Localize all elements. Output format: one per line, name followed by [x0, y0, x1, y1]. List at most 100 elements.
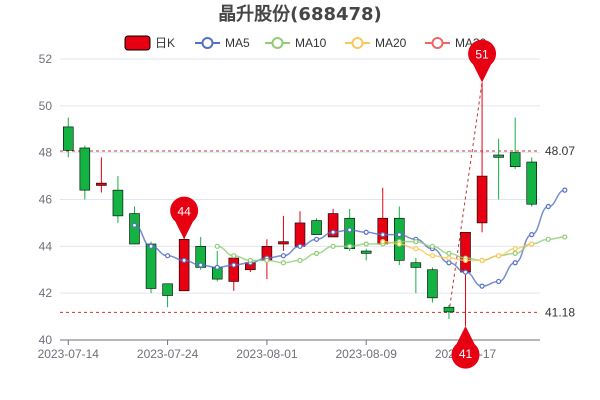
ma-point [231, 253, 237, 259]
ma-point [429, 253, 436, 259]
legend-marker [201, 37, 214, 49]
y-tick-label: 52 [39, 52, 53, 66]
candle-body [228, 257, 240, 282]
pin-max: 44 [170, 196, 199, 240]
ma-point [264, 257, 270, 263]
ma-point [396, 232, 402, 238]
ma-point [429, 243, 436, 249]
ma-point [148, 243, 154, 249]
ma-point [446, 250, 452, 256]
pin-shape [451, 325, 480, 369]
candle [526, 157, 537, 207]
pin-shape [170, 196, 199, 240]
candle-body [410, 262, 422, 268]
ma-point [380, 232, 386, 238]
ma-point [545, 236, 551, 242]
ma-point [413, 246, 419, 252]
candle [443, 304, 455, 319]
legend-swatch [124, 35, 151, 51]
ma-point [247, 257, 253, 263]
candle [278, 215, 289, 252]
legend-label: MA5 [225, 36, 250, 50]
ma-point [297, 257, 303, 263]
ma-point [330, 243, 336, 249]
candle [228, 255, 240, 291]
ma-point [297, 243, 303, 249]
candle-body [327, 213, 339, 238]
candle-body [278, 241, 289, 245]
pin-label: 44 [177, 204, 191, 218]
candle [360, 248, 372, 261]
ma-point [479, 257, 485, 263]
candle-body [443, 306, 455, 313]
markline-top-label: 48.07 [545, 144, 575, 158]
pin-max: 51 [468, 39, 497, 83]
ma-point [313, 250, 320, 256]
candle-body [311, 220, 322, 235]
ma-point [496, 278, 502, 285]
ma-point [446, 255, 452, 261]
ma-point [562, 234, 568, 240]
candle-body [145, 243, 157, 289]
ma-point [280, 253, 287, 259]
y-tick-label: 44 [39, 239, 53, 253]
legend[interactable]: 日K MA5 MA10 MA20 MA30 [124, 35, 487, 51]
candle-body [427, 269, 438, 299]
trend-line [448, 82, 483, 313]
ma-point [131, 222, 138, 228]
ma-point [214, 264, 220, 271]
x-tick-label: 2023-08-01 [236, 347, 298, 361]
ma-point [347, 227, 353, 233]
ma-point [347, 243, 353, 249]
ma-point [496, 253, 502, 259]
candle-body [112, 189, 124, 217]
ma-point [164, 253, 171, 259]
ma-point [330, 229, 336, 235]
legend-item-ma20[interactable]: MA20 [345, 36, 407, 50]
ma-point [512, 250, 518, 256]
ma-point [462, 269, 469, 275]
plot-area: 48.07 41.18 44 51 41 [60, 39, 575, 369]
candle [509, 117, 521, 170]
legend-item-ma5[interactable]: MA5 [195, 36, 250, 50]
candle [79, 145, 91, 200]
candle [311, 218, 322, 235]
candle [427, 267, 438, 303]
pin-label: 51 [475, 47, 489, 61]
ma-point [363, 229, 369, 235]
candle-body [178, 239, 190, 292]
candle [145, 241, 157, 294]
x-tick-label: 2023-07-14 [38, 347, 100, 361]
ma-point [512, 260, 518, 266]
ma-point [181, 257, 187, 263]
ma-point [231, 262, 237, 268]
y-tick-label: 42 [39, 286, 53, 300]
chart-title: 晶升股份(688478) [218, 3, 382, 25]
legend-item-ma10[interactable]: MA10 [265, 36, 327, 50]
candle [162, 283, 173, 308]
candle-body [96, 182, 107, 186]
legend-marker [271, 37, 284, 49]
y-tick-label: 46 [39, 193, 53, 207]
ma-line-ma20 [382, 240, 532, 262]
pin-label: 41 [459, 347, 473, 361]
y-tick-label: 40 [39, 333, 53, 347]
candle-body [162, 283, 173, 296]
candle [493, 138, 504, 200]
candle-body [63, 126, 74, 151]
ma-point [529, 232, 535, 238]
ma-point [545, 203, 551, 210]
y-tick-label: 50 [39, 99, 53, 113]
x-tick-label: 2023-08-09 [336, 347, 398, 361]
legend-marker [431, 37, 444, 49]
candle-body [509, 152, 521, 168]
ma-point [512, 246, 518, 252]
legend-item-日k[interactable]: 日K [124, 35, 175, 51]
candle-body [360, 250, 372, 254]
candle [112, 176, 124, 223]
ma-point [396, 241, 402, 247]
x-tick-label: 2023-07-24 [137, 347, 199, 361]
candle [377, 187, 389, 247]
legend-label: 日K [155, 36, 175, 50]
